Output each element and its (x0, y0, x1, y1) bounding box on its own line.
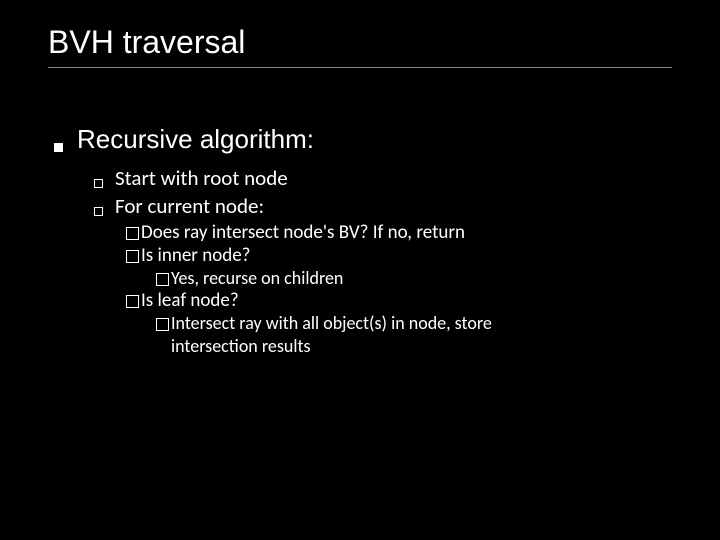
bullet-level1: Recursive algorithm: (54, 124, 672, 155)
bullet-text: Recursive algorithm: (77, 124, 314, 155)
bullet-text: Start with root node (115, 165, 288, 191)
bullet-text: Yes, recurse on children (171, 267, 343, 289)
bullet-text: Is inner node? (141, 244, 250, 267)
slide-body: Recursive algorithm: Start with root nod… (48, 124, 672, 357)
hollow-square-bullet-icon (94, 207, 103, 216)
bullet-level2: For current node: (94, 193, 672, 219)
bullet-text: Does ray intersect node's BV? If no, ret… (141, 221, 465, 244)
square-bullet-icon (54, 143, 63, 152)
bullet-level3: Is leaf node? (126, 289, 672, 312)
bullet-level4: Yes, recurse on children (156, 267, 672, 289)
bullet-level2: Start with root node (94, 165, 672, 191)
box-bullet-icon (156, 318, 169, 331)
slide-title: BVH traversal (48, 24, 672, 68)
bullet-level3: Does ray intersect node's BV? If no, ret… (126, 221, 672, 244)
slide: BVH traversal Recursive algorithm: Start… (0, 0, 720, 540)
box-bullet-icon (156, 273, 169, 286)
bullet-text: Intersect ray with all object(s) in node… (171, 312, 531, 357)
box-bullet-icon (126, 250, 139, 263)
box-bullet-icon (126, 295, 139, 308)
bullet-text: Is leaf node? (141, 289, 239, 312)
hollow-square-bullet-icon (94, 179, 103, 188)
bullet-text: For current node: (115, 193, 264, 219)
bullet-level3: Is inner node? (126, 244, 672, 267)
box-bullet-icon (126, 227, 139, 240)
bullet-level4: Intersect ray with all object(s) in node… (156, 312, 672, 357)
